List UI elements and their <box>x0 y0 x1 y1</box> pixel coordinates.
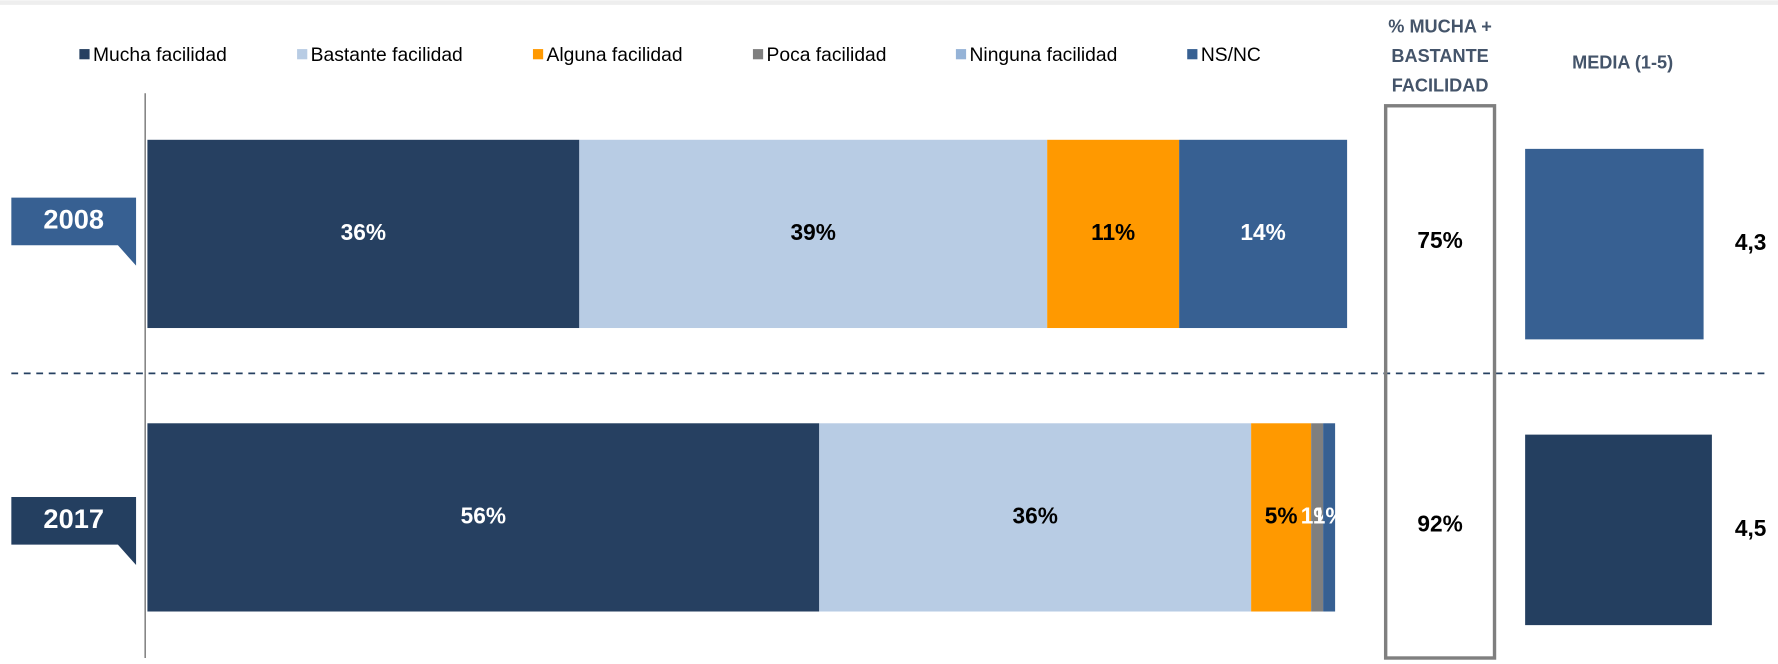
media-header: MEDIA (1-5) <box>1572 53 1673 73</box>
bar-segment <box>579 139 1048 329</box>
media-label: 4,5 <box>1735 515 1767 541</box>
bar-segment <box>147 139 580 329</box>
media-bar <box>1525 434 1712 626</box>
bar-segment <box>1323 423 1336 612</box>
media-bar <box>1525 148 1704 340</box>
legend-label: Poca facilidad <box>767 45 887 66</box>
legend-swatch <box>1187 49 1198 60</box>
top-strip <box>0 0 1778 5</box>
year-tag <box>11 496 137 566</box>
value-label: 56% <box>461 502 506 528</box>
bar-segment <box>1179 139 1348 329</box>
legend-swatch <box>297 49 308 60</box>
legend-label: Bastante facilidad <box>311 45 463 66</box>
value-label: 1% <box>1313 502 1346 528</box>
pct-value: 75% <box>1417 227 1462 253</box>
legend-swatch <box>79 49 90 60</box>
pct-box <box>1383 104 1497 660</box>
pct-header: FACILIDAD <box>1392 75 1489 95</box>
legend-label: Alguna facilidad <box>547 45 683 66</box>
legend-swatch <box>752 49 764 60</box>
pct-header: % MUCHA + <box>1388 16 1492 36</box>
value-label: 36% <box>1013 502 1058 528</box>
year-label: 2017 <box>43 503 104 534</box>
media-label: 4,3 <box>1735 229 1767 255</box>
bar-segment <box>1311 423 1324 612</box>
value-label: 36% <box>341 219 386 245</box>
legend-swatch <box>532 49 544 60</box>
legend-label: Mucha facilidad <box>93 45 227 66</box>
bar-segment <box>819 423 1252 612</box>
pct-header: BASTANTE <box>1391 46 1488 66</box>
value-label: 39% <box>791 219 836 245</box>
year-label: 2008 <box>43 204 104 235</box>
value-label: 5% <box>1265 502 1298 528</box>
value-label: 14% <box>1240 219 1285 245</box>
bar-segment <box>1047 139 1180 329</box>
value-label: 11% <box>1091 219 1135 245</box>
pct-value: 92% <box>1417 510 1462 536</box>
bar-segment <box>147 423 820 612</box>
legend-label: NS/NC <box>1201 45 1261 66</box>
year-tag <box>11 197 137 266</box>
bar-segment <box>1251 423 1312 612</box>
legend-swatch <box>955 49 967 60</box>
legend-label: Ninguna facilidad <box>970 45 1118 66</box>
